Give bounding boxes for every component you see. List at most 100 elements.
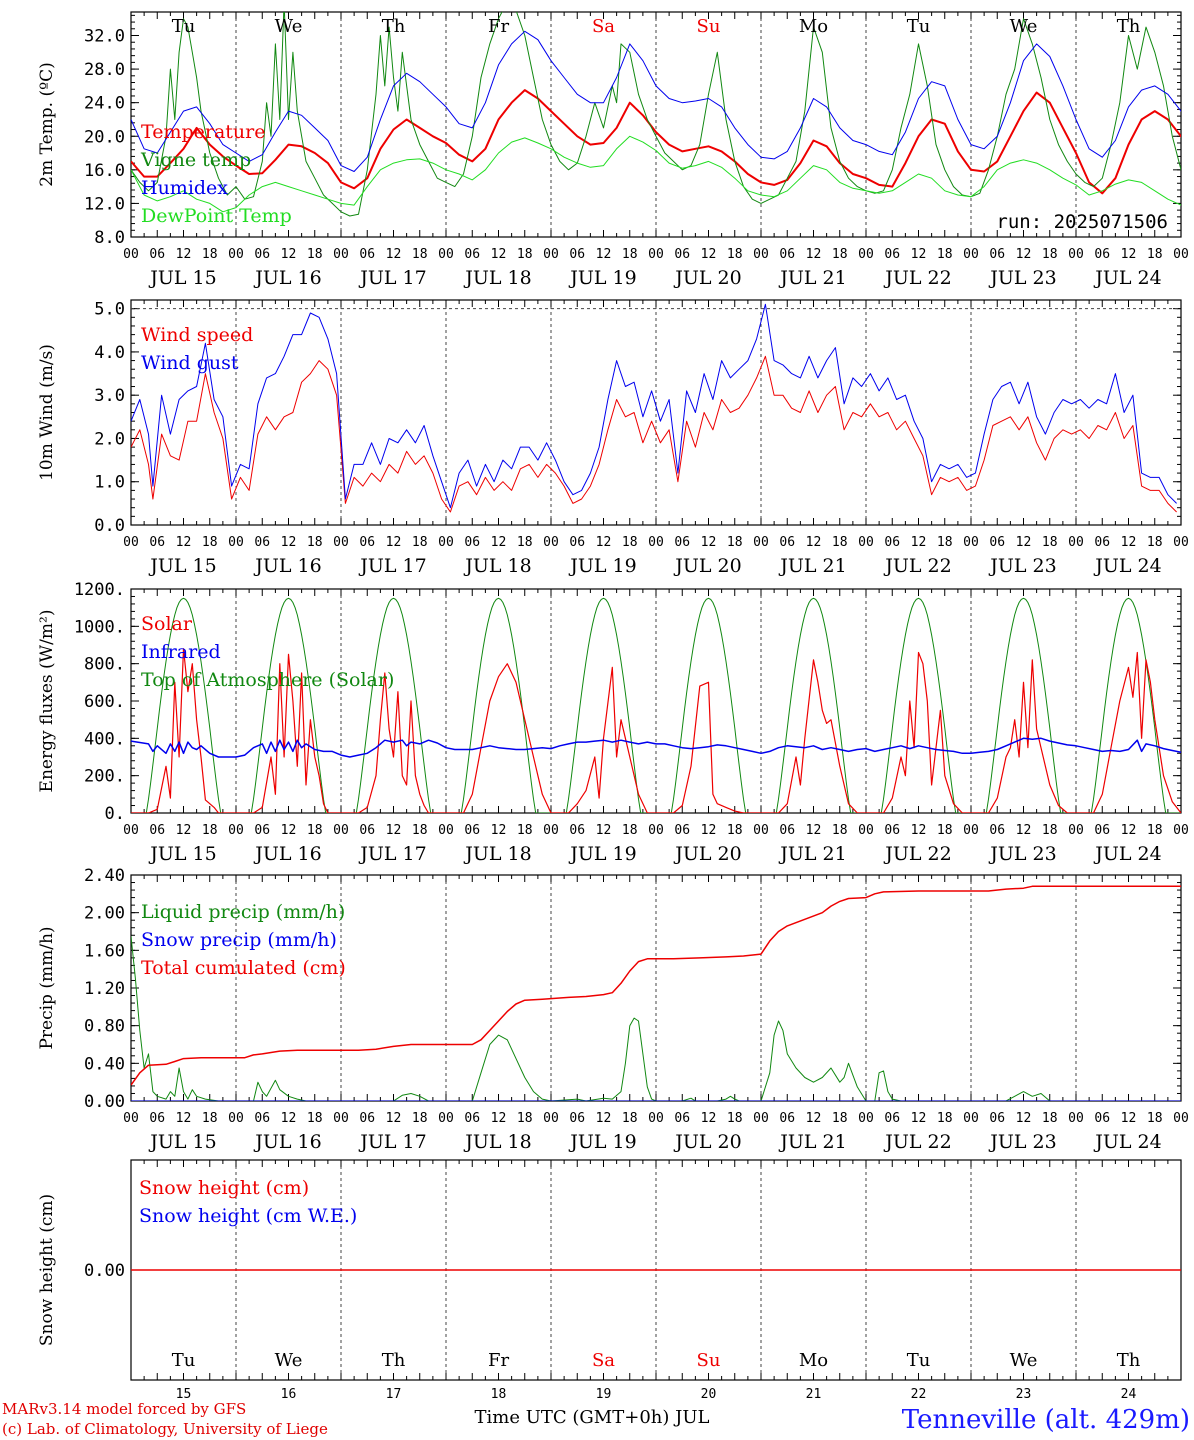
y-axis-title: Energy fluxes (W/m²) [37,610,57,793]
hour-tick-label: 12 [1121,1111,1137,1126]
y-axis-title: Snow height (cm) [37,1194,57,1346]
hour-tick-label: 12 [176,535,192,550]
weekday-label: Tu [907,1350,931,1371]
date-label: JUL 17 [358,267,426,289]
weekday-label: We [275,1350,303,1371]
hour-tick-label: 00 [543,1111,559,1126]
hour-tick-label: 06 [569,535,585,550]
weekday-label: Fr [488,1350,509,1371]
hour-tick-label: 18 [832,535,848,550]
hour-tick-label: 06 [1094,247,1110,262]
hour-tick-label: 06 [674,535,690,550]
hour-tick-label: 12 [806,823,822,838]
hour-tick-label: 12 [386,535,402,550]
date-label: JUL 22 [883,555,951,577]
series-line-1 [131,737,1181,758]
legend-label: Snow precip (mm/h) [141,929,337,951]
hour-tick-label: 06 [464,247,480,262]
legend-label: Liquid precip (mm/h) [141,901,345,923]
weekday-label: Mo [799,1350,828,1371]
hour-tick-label: 06 [254,535,270,550]
hour-tick-label: 12 [1016,1111,1032,1126]
hour-tick-label: 00 [543,823,559,838]
hour-tick-label: 06 [779,247,795,262]
y-tick-label: 0.40 [84,1054,125,1074]
hour-tick-label: 06 [989,535,1005,550]
hour-tick-label: 06 [884,535,900,550]
hour-tick-label: 18 [937,1111,953,1126]
hour-tick-label: 18 [727,1111,743,1126]
hour-tick-label: 12 [1121,535,1137,550]
hour-tick-label: 18 [622,535,638,550]
hour-tick-label: 18 [622,247,638,262]
series-group [131,885,1181,1101]
hour-tick-label: 12 [701,247,717,262]
hour-tick-label: 12 [386,823,402,838]
hour-tick-label: 00 [543,535,559,550]
legend-label: Top of Atmosphere (Solar) [141,669,394,691]
footer-lab: (c) Lab. of Climatology, University of L… [2,1420,328,1438]
hour-tick-label: 12 [911,535,927,550]
hour-tick-label: 18 [517,1111,533,1126]
hour-tick-label: 00 [123,535,139,550]
y-tick-label: 0.0 [94,516,125,536]
date-label: JUL 21 [778,267,846,289]
y-tick-label: 20.0 [84,127,125,147]
hour-tick-label: 12 [911,247,927,262]
hour-tick-label: 06 [359,1111,375,1126]
panels-layer: 8.0 12.0 16.0 20.0 24.0 28.0 32.0 2m Temp. (ºC)… [37,11,1189,1402]
hour-tick-label: 12 [1016,247,1032,262]
hour-tick-label: 06 [674,823,690,838]
hour-tick-label: 18 [202,535,218,550]
panel-5: 0.00 Snow height (cm) Snow height (cm) Snow… [37,1159,1182,1402]
run-annotation: run: 2025071506 [996,211,1168,233]
y-tick-label: 1000. [74,617,125,637]
hour-tick-label: 18 [832,1111,848,1126]
hour-tick-label: 00 [963,247,979,262]
date-label: JUL 22 [883,1131,951,1153]
date-label: JUL 20 [673,267,741,289]
hour-tick-label: 12 [1016,535,1032,550]
hour-tick-label: 06 [884,247,900,262]
legend-label: Snow height (cm) [139,1177,309,1199]
series-line-0 [131,89,1181,195]
hour-tick-label: 00 [1173,535,1189,550]
date-label: JUL 19 [568,1131,636,1153]
y-tick-label: 4.0 [94,343,125,363]
hour-tick-label: 12 [911,1111,927,1126]
series-line-2 [131,30,1181,172]
series-group [131,597,1181,813]
hour-tick-label: 12 [281,823,297,838]
series-line-0 [131,355,1177,513]
y-tick-label: 0. [105,804,125,824]
weekday-label: Tu [172,1350,196,1371]
hour-tick-label: 06 [464,1111,480,1126]
day-number-label: 20 [701,1387,717,1402]
date-label: JUL 19 [568,267,636,289]
hour-tick-label: 12 [386,247,402,262]
hour-tick-label: 00 [963,535,979,550]
hour-tick-label: 18 [622,1111,638,1126]
weekday-label: Sa [592,1350,615,1371]
hour-tick-label: 00 [1068,823,1084,838]
series-line-0 [131,648,1181,813]
series-group [131,303,1177,513]
hour-tick-label: 12 [491,1111,507,1126]
plot-frame [130,299,1182,526]
y-tick-label: 2.40 [84,866,125,886]
hour-tick-label: 06 [359,535,375,550]
hour-tick-label: 12 [1016,823,1032,838]
y-tick-label: 16.0 [84,161,125,181]
footer-time-title: Time UTC (GMT+0h) JUL [475,1407,710,1428]
hour-tick-label: 12 [806,1111,822,1126]
legend-label: Vigne temp [140,149,251,171]
date-label: JUL 16 [253,843,321,865]
weekday-label: Tu [907,16,931,37]
date-label: JUL 17 [358,1131,426,1153]
hour-tick-label: 00 [123,823,139,838]
hour-tick-label: 18 [1042,247,1058,262]
y-tick-label: 0.00 [84,1261,125,1281]
y-tick-label: 5.0 [94,300,125,320]
y-tick-label: 400. [84,729,125,749]
hour-tick-label: 18 [412,823,428,838]
